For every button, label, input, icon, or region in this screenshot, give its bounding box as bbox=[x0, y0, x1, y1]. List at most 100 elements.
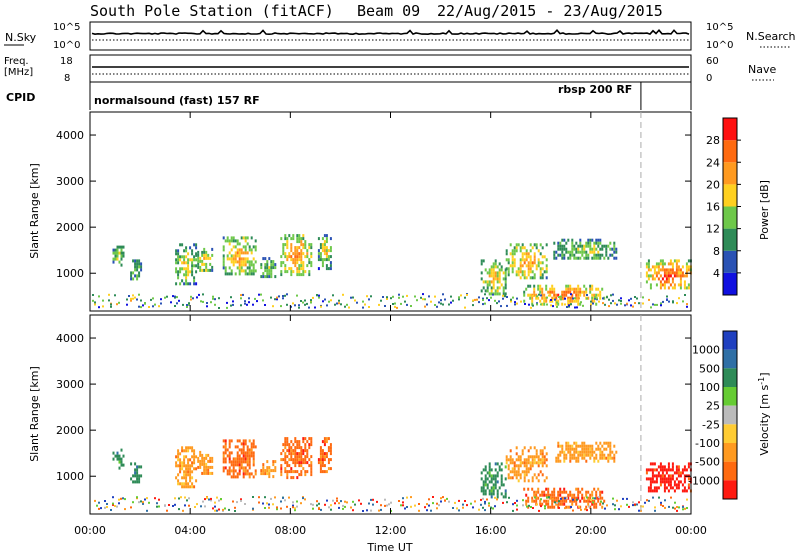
range-gate-cell bbox=[559, 444, 562, 448]
range-gate-cell bbox=[130, 477, 133, 481]
range-gate-cell bbox=[620, 300, 622, 302]
range-gate-cell bbox=[190, 298, 192, 301]
range-gate-cell bbox=[207, 465, 210, 469]
range-gate-cell bbox=[667, 268, 670, 272]
range-gate-cell bbox=[232, 257, 235, 261]
range-gate-cell bbox=[577, 247, 580, 251]
range-gate-cell bbox=[254, 445, 257, 449]
range-gate-cell bbox=[492, 283, 495, 287]
range-gate-cell bbox=[440, 497, 442, 500]
range-gate-cell bbox=[208, 498, 210, 501]
range-gate-cell bbox=[511, 252, 514, 256]
range-gate-cell bbox=[298, 458, 301, 462]
range-gate-cell bbox=[296, 461, 299, 465]
range-gate-cell bbox=[492, 486, 495, 490]
range-gate-cell bbox=[138, 265, 141, 269]
scatter-region bbox=[130, 259, 143, 281]
range-gate-cell bbox=[563, 453, 566, 457]
range-gate-cell bbox=[587, 496, 590, 500]
colorbar-swatch bbox=[723, 118, 737, 141]
range-gate-cell bbox=[472, 304, 474, 307]
range-gate-cell bbox=[177, 261, 180, 265]
range-gate-cell bbox=[338, 506, 340, 509]
scatter-region bbox=[260, 257, 277, 279]
range-gate-cell bbox=[502, 286, 505, 290]
range-gate-cell bbox=[114, 248, 117, 252]
range-gate-cell bbox=[519, 461, 522, 465]
range-gate-cell bbox=[398, 500, 400, 502]
range-gate-cell bbox=[539, 284, 542, 288]
range-gate-cell bbox=[536, 503, 538, 506]
range-gate-cell bbox=[222, 245, 225, 249]
range-gate-cell bbox=[533, 252, 536, 256]
range-gate-cell bbox=[292, 237, 295, 241]
range-gate-cell bbox=[603, 453, 606, 457]
range-gate-cell bbox=[185, 267, 188, 271]
y-tick-label: 3000 bbox=[56, 378, 84, 391]
range-gate-cell bbox=[246, 251, 249, 255]
range-gate-cell bbox=[511, 249, 514, 253]
range-gate-cell bbox=[286, 440, 289, 444]
range-gate-cell bbox=[541, 255, 544, 259]
range-gate-cell bbox=[577, 490, 580, 494]
range-gate-cell bbox=[632, 501, 634, 504]
range-gate-cell bbox=[325, 470, 328, 474]
range-gate-cell bbox=[326, 499, 328, 502]
range-gate-cell bbox=[496, 271, 499, 275]
range-gate-cell bbox=[563, 499, 566, 503]
range-gate-cell bbox=[248, 301, 250, 304]
range-gate-cell bbox=[488, 465, 491, 469]
range-gate-cell bbox=[571, 241, 574, 245]
range-gate-cell bbox=[545, 267, 548, 271]
range-gate-cell bbox=[541, 449, 544, 453]
range-gate-cell bbox=[653, 468, 656, 472]
range-gate-cell bbox=[252, 454, 255, 458]
colorbar-swatch bbox=[723, 140, 737, 163]
range-gate-cell bbox=[490, 289, 493, 293]
range-gate-cell bbox=[533, 284, 536, 288]
range-gate-cell bbox=[492, 483, 495, 487]
range-gate-cell bbox=[541, 461, 544, 465]
range-gate-cell bbox=[674, 507, 676, 510]
range-gate-cell bbox=[228, 439, 231, 443]
date-range: 22/Aug/2015 - 23/Aug/2015 bbox=[437, 2, 663, 20]
range-gate-cell bbox=[319, 458, 322, 462]
range-gate-cell bbox=[482, 497, 484, 500]
range-gate-cell bbox=[342, 293, 344, 296]
range-gate-cell bbox=[242, 245, 245, 249]
range-gate-cell bbox=[175, 270, 178, 274]
range-gate-cell bbox=[581, 496, 584, 500]
range-gate-cell bbox=[496, 498, 498, 501]
range-gate-cell bbox=[236, 457, 239, 461]
range-gate-cell bbox=[292, 470, 295, 474]
range-gate-cell bbox=[230, 439, 233, 443]
range-gate-cell bbox=[197, 456, 200, 460]
range-gate-cell bbox=[120, 457, 123, 461]
range-gate-cell bbox=[348, 306, 350, 309]
range-gate-cell bbox=[539, 290, 542, 294]
range-gate-cell bbox=[284, 252, 287, 256]
range-gate-cell bbox=[661, 477, 664, 481]
range-gate-cell bbox=[579, 450, 582, 454]
range-gate-cell bbox=[250, 472, 253, 476]
range-gate-cell bbox=[224, 448, 227, 452]
range-gate-cell bbox=[294, 440, 297, 444]
range-gate-cell bbox=[647, 274, 650, 278]
range-gate-cell bbox=[175, 455, 178, 459]
range-gate-cell bbox=[323, 258, 326, 262]
range-gate-cell bbox=[434, 304, 436, 306]
range-gate-cell bbox=[490, 486, 493, 490]
range-gate-cell bbox=[320, 305, 322, 308]
range-gate-cell bbox=[185, 473, 188, 477]
range-gate-cell bbox=[555, 496, 558, 500]
range-gate-cell bbox=[556, 305, 558, 308]
range-gate-cell bbox=[187, 467, 190, 471]
range-gate-cell bbox=[234, 251, 237, 255]
range-gate-cell bbox=[647, 262, 650, 266]
range-gate-cell bbox=[242, 475, 245, 479]
range-gate-cell bbox=[296, 476, 299, 480]
range-gate-cell bbox=[464, 306, 466, 309]
range-gate-cell bbox=[298, 273, 301, 277]
range-gate-cell bbox=[567, 284, 570, 288]
range-gate-cell bbox=[579, 290, 582, 294]
